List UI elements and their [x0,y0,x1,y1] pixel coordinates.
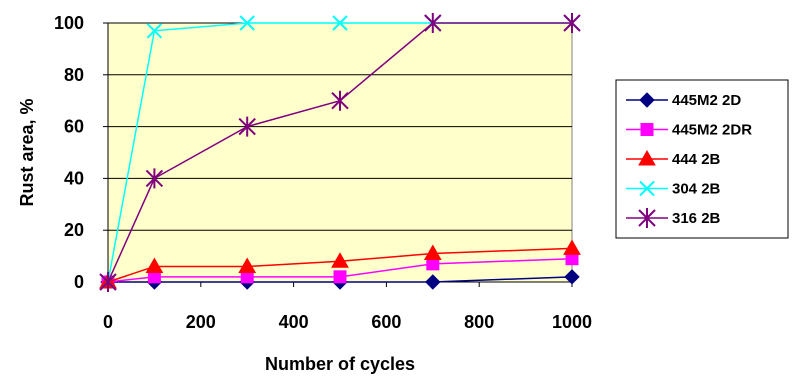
series-line-445m2-2dr [107,257,573,283]
data-point-316-2b-0 [99,272,117,292]
data-point-316-2b-700 [424,13,442,33]
legend-entry-304-2b: 304 2B [626,181,721,198]
legend-marker-445m2-2dr [640,123,654,136]
data-point-445m2-2d-1000 [564,269,580,285]
legend-marker-444-2b [638,149,656,166]
legend-label-444-2b: 444 2B [672,151,721,168]
data-point-445m2-2dr-500 [333,270,347,284]
data-point-316-2b-500 [331,90,349,111]
data-point-316-2b-1000 [563,13,581,33]
legend-label-316-2b: 316 2B [672,210,721,227]
legend-label-445m2-2d: 445M2 2D [672,92,741,109]
x-tick-label-1000: 1000 [552,312,592,332]
y-axis-ticks: 0 20 40 60 80 100 [54,13,108,292]
data-point-316-2b-100 [145,168,164,189]
data-point-304-2b-100 [146,23,163,39]
data-point-304-2b-300 [239,15,255,31]
series-316-2b [99,13,581,292]
legend-label-445m2-2dr: 445M2 2DR [672,122,752,139]
data-point-316-2b-300 [238,116,256,137]
plot-area [107,22,573,283]
legend-label-304-2b: 304 2B [672,181,721,198]
data-point-445m2-2d-700 [425,274,441,290]
x-axis-ticks: 0 200 400 600 800 1000 [103,282,592,332]
legend-marker-316-2b [638,208,656,228]
data-point-444-2b-1000 [563,239,581,255]
y-axis-title: Rust area, % [17,98,37,206]
data-point-444-2b-700 [423,244,442,261]
x-tick-label-200: 200 [186,312,216,332]
data-point-444-2b-300 [238,257,257,273]
data-point-444-2b-500 [331,252,349,268]
series-line-444-2b [107,247,573,283]
legend-marker-304-2b [639,180,655,197]
y-tick-label-60: 60 [64,117,84,137]
legend-marker-445m2-2d [639,92,655,108]
y-tick-label-40: 40 [64,168,84,188]
legend-entry-316-2b: 316 2B [626,208,721,228]
series-444-2b [99,239,581,289]
legend-entry-445m2-2dr: 445M2 2DR [626,122,752,139]
x-tick-label-400: 400 [279,312,309,332]
legend-entry-445m2-2d: 445M2 2D [626,92,741,109]
data-point-444-2b-100 [145,257,164,273]
legend: 445M2 2D 445M2 2DR 444 2B 304 2B 316 2B [615,79,789,239]
series-line-316-2b [107,22,572,283]
series-layer [99,13,581,292]
y-tick-label-80: 80 [64,65,84,85]
y-tick-label-20: 20 [64,220,84,240]
x-tick-label-0: 0 [103,312,113,332]
legend-entry-444-2b: 444 2B [626,149,721,168]
y-tick-label-100: 100 [54,13,84,33]
x-tick-label-600: 600 [371,312,401,332]
data-point-304-2b-500 [332,15,348,31]
x-axis-title: Number of cycles [265,354,415,374]
series-line-445m2-2d [108,276,573,283]
x-tick-label-800: 800 [464,312,494,332]
y-tick-label-0: 0 [74,272,84,292]
